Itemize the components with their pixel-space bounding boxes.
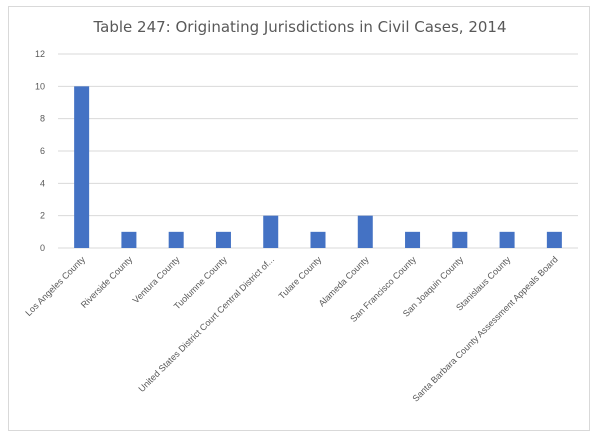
bar: [357, 215, 373, 248]
y-axis-ticks: 0 2 4 6 8 10 12: [35, 49, 45, 253]
y-tick-label: 2: [40, 211, 45, 221]
bars: [74, 86, 562, 248]
bar: [405, 231, 421, 248]
y-tick-label: 6: [40, 146, 45, 156]
x-category-label: Riverside County: [79, 254, 135, 310]
bar: [121, 231, 137, 248]
bar: [215, 231, 231, 248]
x-category-label: Tulare County: [277, 254, 324, 301]
bar: [452, 231, 468, 248]
chart-frame: [8, 6, 590, 431]
chart-title: Table 247: Originating Jurisdictions in …: [93, 18, 507, 36]
bar: [546, 231, 562, 248]
y-tick-label: 12: [35, 49, 45, 59]
y-tick-label: 0: [40, 243, 45, 253]
bar: [168, 231, 184, 248]
x-category-label: Ventura County: [131, 254, 182, 305]
y-tick-label: 8: [40, 114, 45, 124]
y-tick-label: 4: [40, 178, 45, 188]
y-tick-label: 10: [35, 81, 45, 91]
x-category-label: Alameda County: [317, 254, 371, 308]
x-category-label: Los Angeles County: [23, 254, 87, 318]
bar: [74, 86, 90, 248]
bar: [263, 215, 279, 248]
bar: [499, 231, 515, 248]
bar: [310, 231, 326, 248]
gridlines: [58, 53, 578, 249]
